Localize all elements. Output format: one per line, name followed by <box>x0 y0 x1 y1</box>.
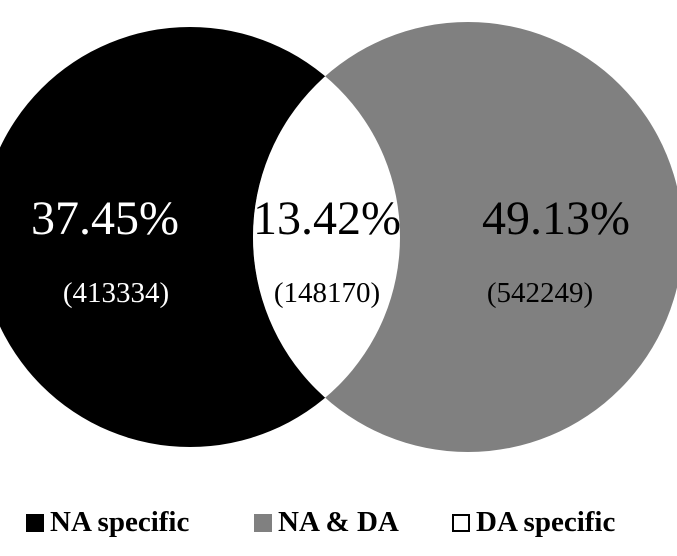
legend-label-na-specific: NA specific <box>50 506 190 538</box>
legend-item-na-da: NA & DA <box>254 506 399 539</box>
legend-swatch-na-specific <box>26 513 44 532</box>
venn-diagram: 37.45% (413334) 13.42% (148170) 49.13% (… <box>0 22 677 452</box>
right-count: (542249) <box>487 277 593 309</box>
right-percent: 49.13% <box>482 192 630 245</box>
left-count: (413334) <box>63 277 169 309</box>
middle-count: (148170) <box>274 277 380 309</box>
middle-percent: 13.42% <box>253 192 401 245</box>
left-percent: 37.45% <box>31 192 179 245</box>
legend-label-na-da: NA & DA <box>278 506 399 538</box>
legend: NA specific NA & DA DA specific <box>0 506 677 546</box>
legend-label-da-specific: DA specific <box>476 506 616 538</box>
overlap-region <box>253 27 400 447</box>
legend-swatch-da-specific <box>452 513 470 532</box>
legend-swatch-na-da <box>254 513 272 532</box>
legend-item-na-specific: NA specific <box>26 506 189 539</box>
legend-item-da-specific: DA specific <box>452 506 615 539</box>
